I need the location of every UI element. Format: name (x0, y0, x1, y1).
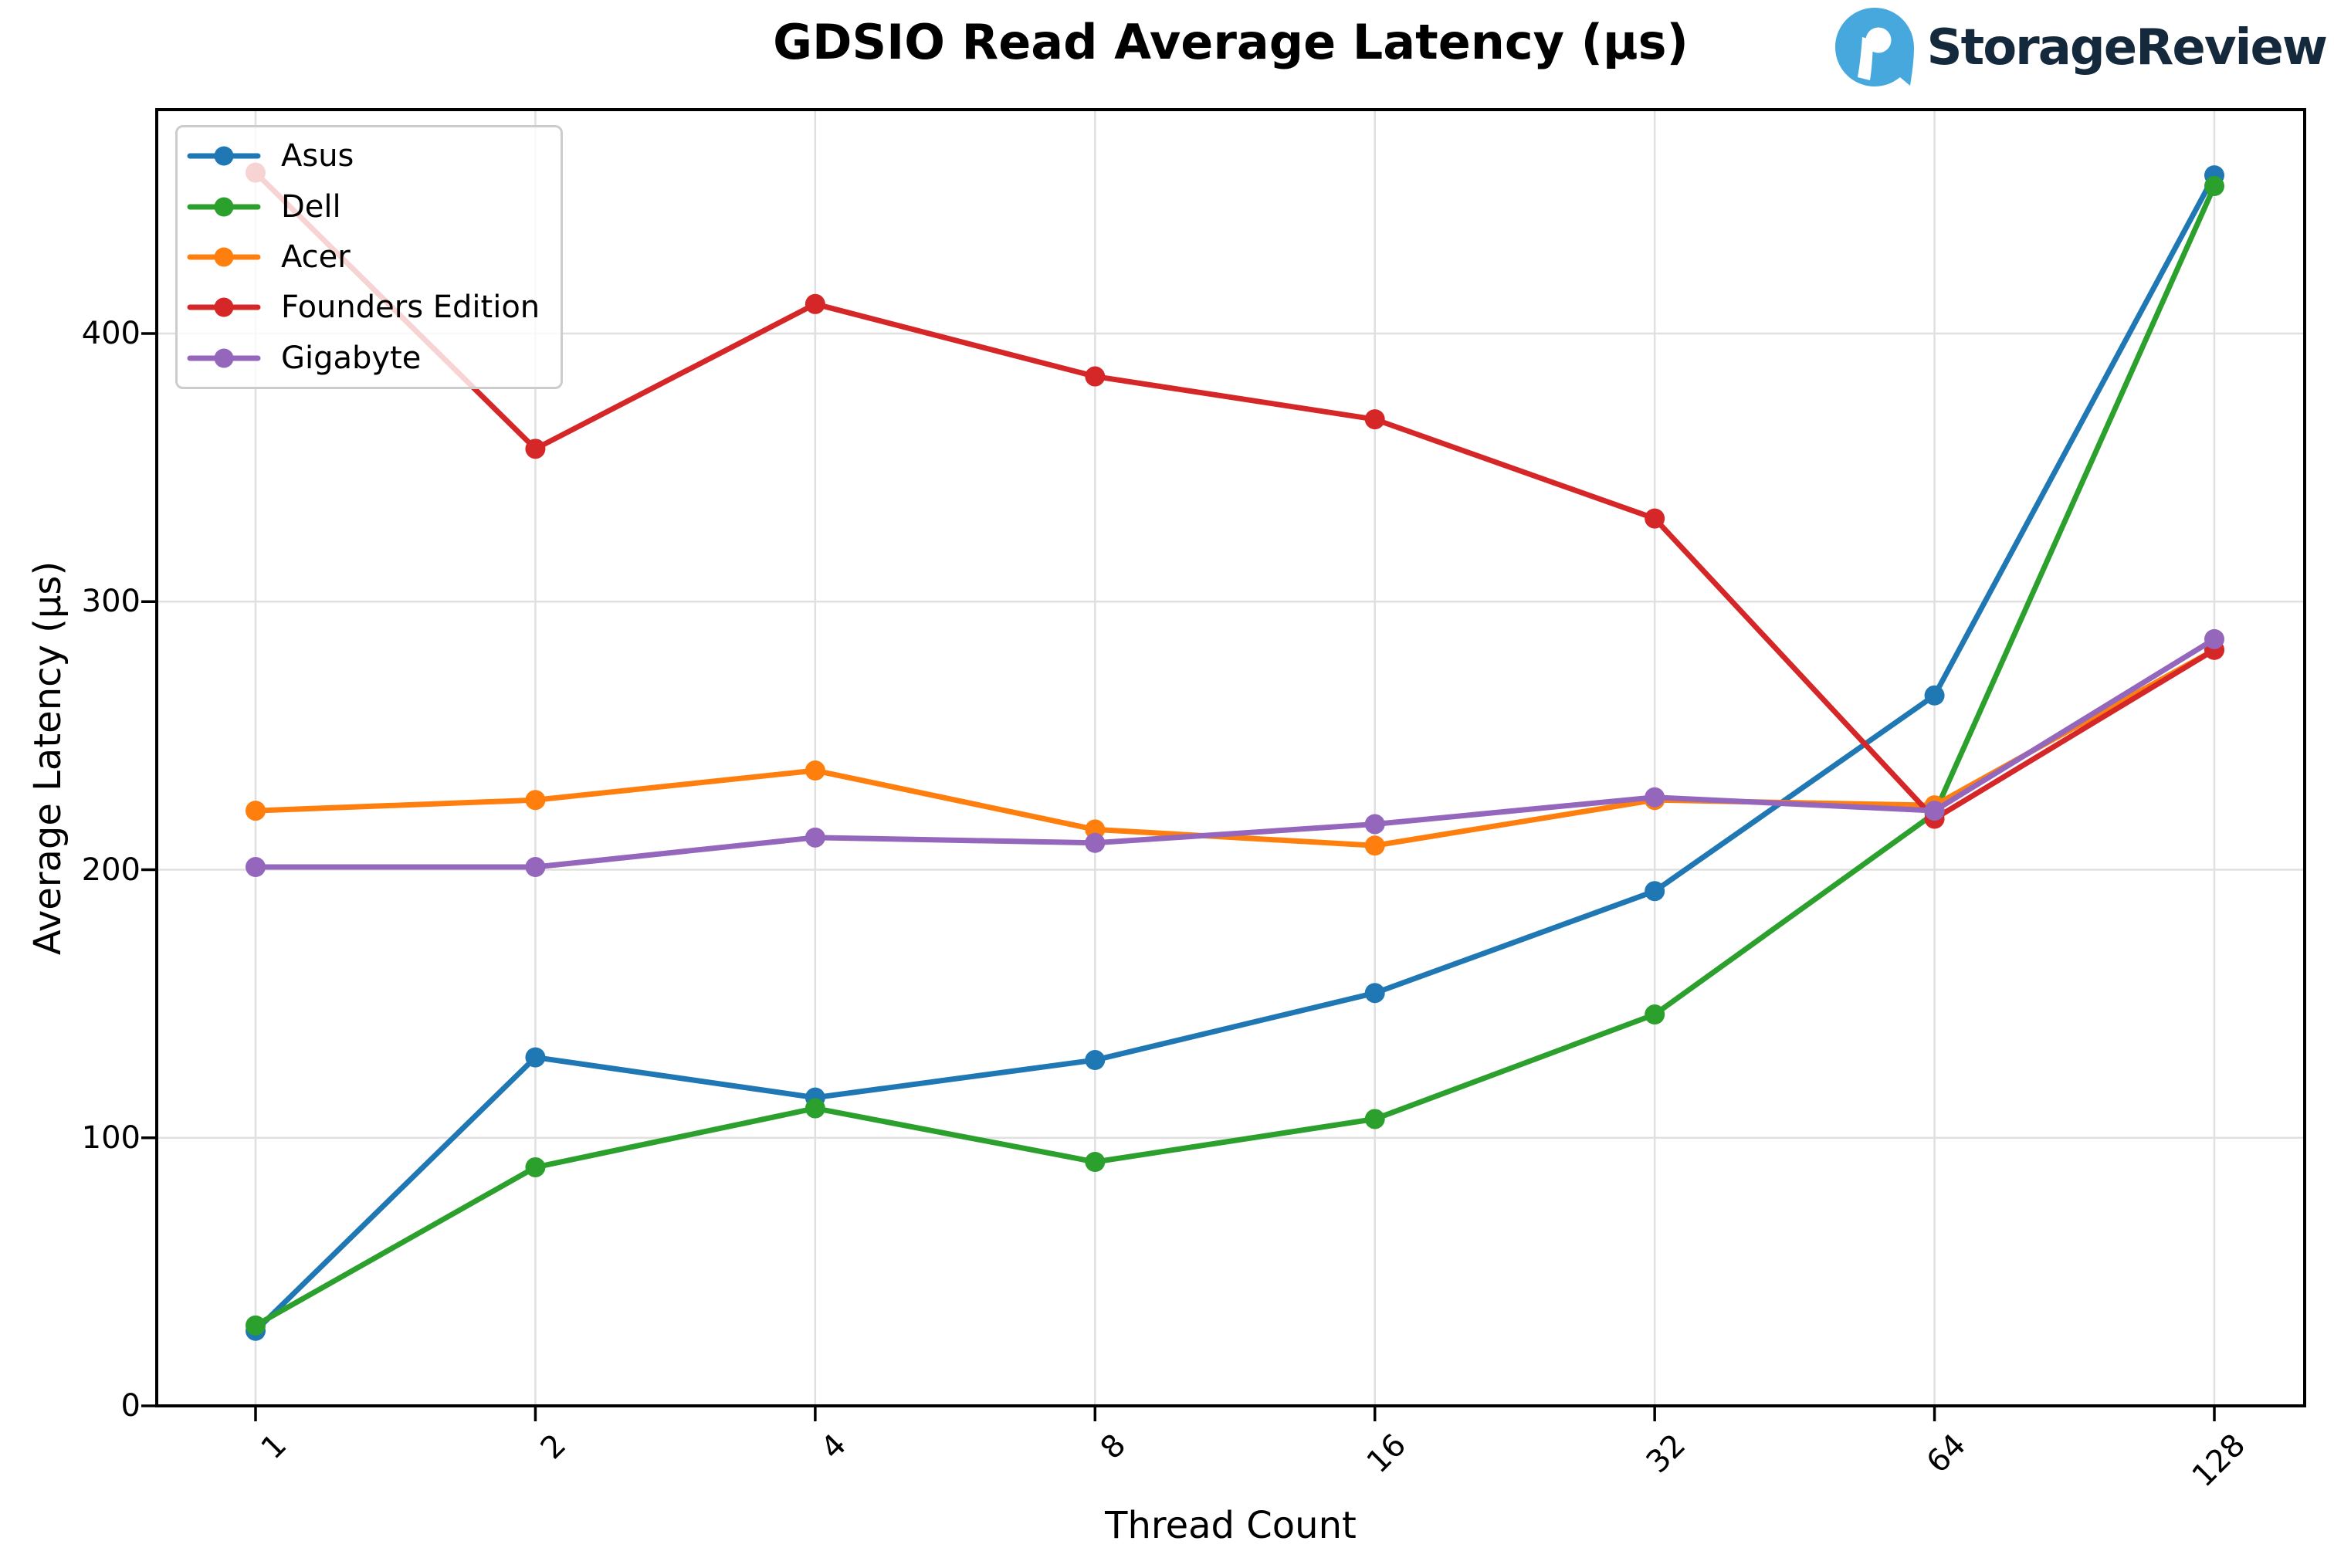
legend-sample-founders-edition (187, 297, 261, 317)
series-line-asus (252, 172, 2217, 1334)
axis-ticks (141, 332, 2216, 1421)
legend-label-gigabyte: Gigabyte (281, 340, 422, 376)
brand-name: StorageReview (1926, 19, 2328, 76)
series-marker-dell-32 (1645, 1004, 1665, 1025)
legend-label-dell: Dell (281, 188, 341, 225)
series-marker-asus-8 (1085, 1050, 1106, 1071)
y-tick-label-300: 300 (81, 584, 141, 620)
legend-sample-dell (187, 197, 261, 217)
series-marker-dell-4 (805, 1098, 825, 1119)
series-marker-acer-4 (805, 760, 825, 781)
series-marker-dell-16 (1364, 1109, 1385, 1129)
series-marker-gigabyte-1 (246, 857, 266, 878)
series-marker-founders-edition-2 (525, 439, 546, 459)
legend-item-acer: Acer (187, 232, 553, 282)
series-marker-gigabyte-32 (1645, 787, 1665, 808)
series-line-gigabyte (252, 636, 2217, 870)
brand-logo: StorageReview (1834, 6, 2328, 90)
series-marker-acer-2 (525, 790, 546, 811)
x-axis-label: Thread Count (1105, 1504, 1357, 1547)
legend-label-asus: Asus (281, 138, 354, 174)
series-marker-dell-2 (525, 1157, 546, 1177)
series-marker-gigabyte-4 (805, 827, 825, 848)
plot-border (155, 108, 2306, 1407)
storagereview-logo-icon (1834, 8, 1914, 86)
series-marker-founders-edition-32 (1645, 508, 1665, 529)
series-line-acer (252, 647, 2217, 848)
legend-sample-acer (187, 247, 261, 267)
series-marker-gigabyte-8 (1085, 832, 1106, 853)
series-marker-gigabyte-2 (525, 857, 546, 878)
y-tick-label-400: 400 (81, 316, 141, 351)
series-marker-asus-64 (1924, 685, 1945, 706)
series-marker-acer-1 (246, 801, 266, 821)
legend-label-founders-edition: Founders Edition (281, 290, 540, 326)
y-tick-label-100: 100 (81, 1119, 141, 1156)
legend-item-gigabyte: Gigabyte (187, 334, 553, 383)
legend-item-founders-edition: Founders Edition (187, 283, 553, 332)
legend-item-asus: Asus (187, 131, 553, 181)
series-marker-acer-16 (1364, 835, 1385, 856)
y-tick-label-0: 0 (120, 1388, 141, 1424)
legend-sample-asus (187, 146, 261, 166)
series-marker-asus-2 (525, 1047, 546, 1068)
series-marker-dell-128 (2204, 176, 2225, 197)
series-marker-gigabyte-128 (2204, 628, 2225, 649)
series-marker-gigabyte-16 (1364, 814, 1385, 835)
legend: Asus Dell Acer Founders Edition Gigabyte (175, 125, 563, 389)
y-tick-label-200: 200 (81, 852, 141, 888)
legend-label-acer: Acer (281, 239, 351, 275)
chart-title: GDSIO Read Average Latency (μs) (773, 14, 1689, 70)
series-line-founders-edition (252, 170, 2217, 822)
legend-item-dell: Dell (187, 182, 553, 232)
series-marker-dell-1 (246, 1315, 266, 1336)
series-marker-founders-edition-8 (1085, 366, 1106, 387)
series-marker-gigabyte-64 (1924, 801, 1945, 821)
series-marker-founders-edition-4 (805, 293, 825, 314)
series-marker-dell-8 (1085, 1152, 1106, 1173)
series-gigabyte (246, 628, 2225, 878)
series-marker-founders-edition-16 (1364, 409, 1385, 430)
series-marker-asus-16 (1364, 983, 1385, 1004)
legend-sample-gigabyte (187, 348, 261, 368)
series-marker-asus-32 (1645, 881, 1665, 902)
series-line-dell (252, 183, 2217, 1329)
